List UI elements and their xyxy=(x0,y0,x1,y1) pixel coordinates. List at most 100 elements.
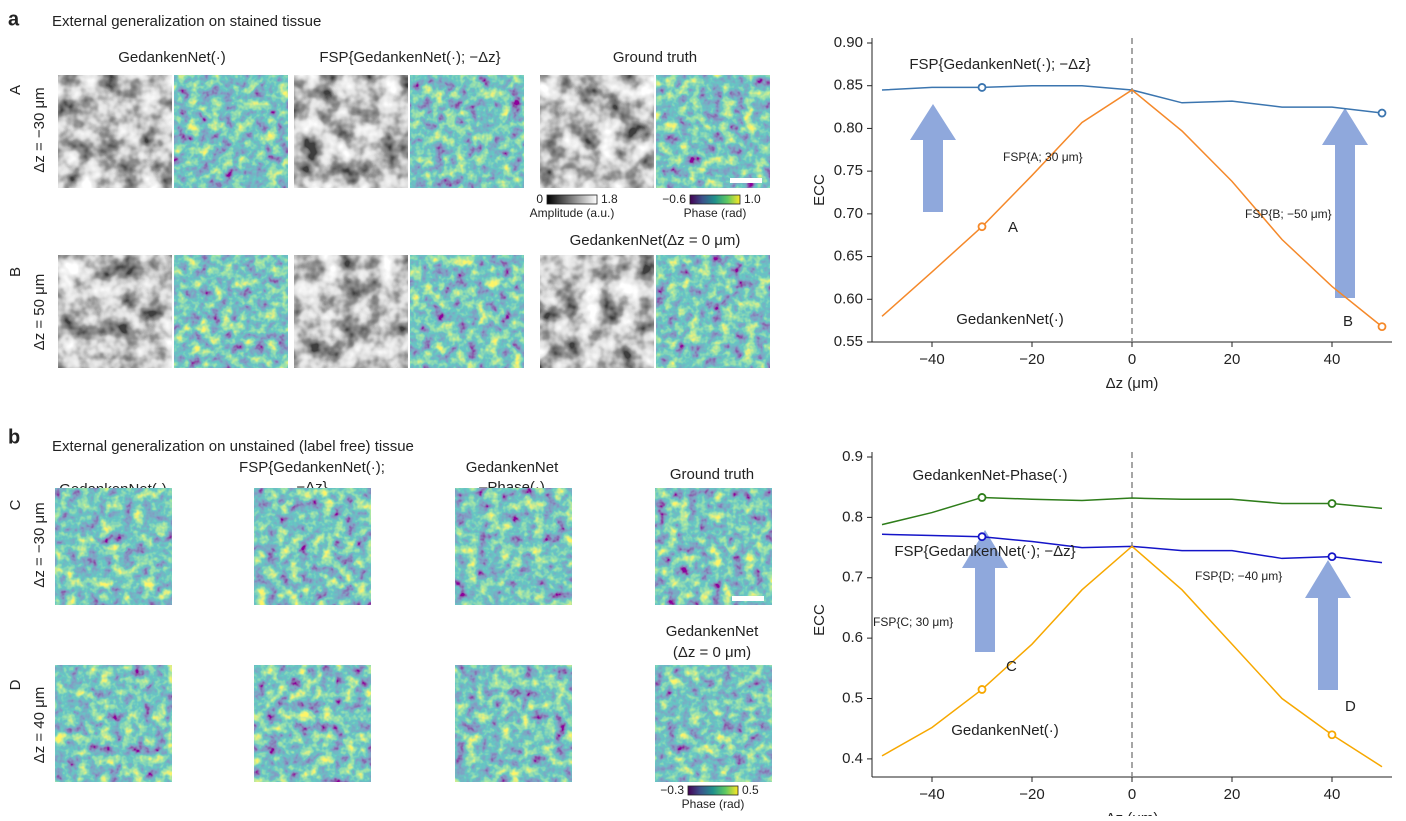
image-tile xyxy=(58,75,172,188)
colorbar-min: −0.6 xyxy=(662,192,686,206)
x-tick-label: 40 xyxy=(1324,786,1341,803)
colorbar-label: Amplitude (a.u.) xyxy=(530,206,615,220)
series-label: GedankenNet-Phase(·) xyxy=(912,467,1067,484)
column-title: FSP{GedankenNet(·); xyxy=(239,459,385,476)
y-tick-label: 0.70 xyxy=(834,205,863,222)
y-axis-label: ECC xyxy=(811,174,828,206)
line-series xyxy=(881,89,1383,328)
row-dz: Δz = −30 μm xyxy=(31,87,48,172)
image-tile xyxy=(55,488,172,605)
image-tile xyxy=(410,255,524,368)
highlight-point xyxy=(1377,322,1387,332)
highlight-point xyxy=(977,493,987,502)
image-tile xyxy=(58,255,172,368)
row-letter: D xyxy=(7,679,24,690)
y-tick-label: 0.5 xyxy=(842,689,863,706)
annotation: FSP{A; 30 μm} xyxy=(1003,150,1083,164)
panel-label: a xyxy=(8,8,20,30)
arrow xyxy=(1322,108,1368,298)
column-title: GedankenNet(·) xyxy=(118,49,226,66)
image-tile xyxy=(55,665,172,782)
arrow xyxy=(910,104,956,212)
row-dz: Δz = −30 μm xyxy=(31,502,48,587)
colorbar-label: Phase (rad) xyxy=(684,206,747,220)
column-title: GedankenNet xyxy=(466,459,559,476)
arrow xyxy=(962,530,1008,652)
colorbar-label: Phase (rad) xyxy=(682,797,745,811)
row-letter: C xyxy=(7,499,24,510)
y-tick-label: 0.9 xyxy=(842,448,863,465)
zero-title: GedankenNet(Δz = 0 μm) xyxy=(570,232,741,249)
image-tile xyxy=(294,75,408,188)
image-tile xyxy=(294,255,408,368)
column-title: Ground truth xyxy=(670,466,754,483)
image-tile xyxy=(655,665,772,782)
image-tile xyxy=(455,488,572,605)
panel-label: b xyxy=(8,426,20,448)
image-tile xyxy=(174,255,288,368)
zero-title: GedankenNet xyxy=(666,623,759,640)
highlight-point xyxy=(977,83,987,92)
x-tick-label: −40 xyxy=(919,786,944,803)
y-tick-label: 0.6 xyxy=(842,629,863,646)
annotation: C xyxy=(1006,658,1017,675)
highlight-point xyxy=(1327,552,1337,562)
x-tick-label: 40 xyxy=(1324,351,1341,368)
colorbar-max: 0.5 xyxy=(742,783,759,797)
y-tick-label: 0.80 xyxy=(834,119,863,136)
annotation: B xyxy=(1343,313,1353,330)
highlight-point xyxy=(1327,499,1337,508)
row-dz: Δz = 50 μm xyxy=(31,274,48,351)
image-tile xyxy=(540,75,654,188)
annotation: FSP{B; −50 μm} xyxy=(1245,207,1332,221)
y-tick-label: 0.60 xyxy=(834,290,863,307)
series-label: FSP{GedankenNet(·); −Δz} xyxy=(894,543,1075,560)
x-tick-label: 20 xyxy=(1224,351,1241,368)
colorbar-max: 1.8 xyxy=(601,192,618,206)
colorbar-max: 1.0 xyxy=(744,192,761,206)
x-tick-label: 0 xyxy=(1128,351,1136,368)
x-tick-label: −40 xyxy=(919,351,944,368)
y-axis-label: ECC xyxy=(811,604,828,636)
image-tile xyxy=(410,75,524,188)
image-tile xyxy=(254,665,371,782)
image-tile xyxy=(174,75,288,188)
line-series xyxy=(881,496,1383,526)
column-title: Ground truth xyxy=(613,49,697,66)
series-label: GedankenNet(·) xyxy=(956,311,1064,328)
y-tick-label: 0.7 xyxy=(842,569,863,586)
image-tile xyxy=(455,665,572,782)
image-tile xyxy=(655,488,772,605)
row-letter: A xyxy=(7,85,24,95)
colorbar-min: −0.3 xyxy=(660,783,684,797)
y-tick-label: 0.55 xyxy=(834,333,863,350)
highlight-point xyxy=(1377,108,1387,118)
annotation: A xyxy=(1008,219,1018,236)
series-label: FSP{GedankenNet(·); −Δz} xyxy=(909,56,1090,73)
panel-title: External generalization on stained tissu… xyxy=(52,13,321,30)
colorbar xyxy=(687,785,739,796)
line-series xyxy=(881,545,1383,768)
panel-title: External generalization on unstained (la… xyxy=(52,438,414,455)
y-tick-label: 0.85 xyxy=(834,77,863,94)
highlight-point xyxy=(1327,730,1337,740)
y-tick-label: 0.90 xyxy=(834,34,863,51)
x-axis-label: Δz (μm) xyxy=(1106,375,1159,392)
y-tick-label: 0.65 xyxy=(834,248,863,265)
y-tick-label: 0.4 xyxy=(842,750,863,767)
image-tile xyxy=(656,75,770,188)
column-title: FSP{GedankenNet(·); −Δz} xyxy=(319,49,500,66)
image-tile xyxy=(540,255,654,368)
annotation: FSP{D; −40 μm} xyxy=(1195,569,1282,583)
y-tick-label: 0.75 xyxy=(834,162,863,179)
scale-bar xyxy=(732,596,764,601)
y-tick-label: 0.8 xyxy=(842,508,863,525)
x-tick-label: 20 xyxy=(1224,786,1241,803)
annotation: FSP{C; 30 μm} xyxy=(873,615,953,629)
colorbar-min: 0 xyxy=(536,192,543,206)
colorbar xyxy=(546,194,598,205)
annotation: D xyxy=(1345,698,1356,715)
zero-title: (Δz = 0 μm) xyxy=(673,644,751,661)
